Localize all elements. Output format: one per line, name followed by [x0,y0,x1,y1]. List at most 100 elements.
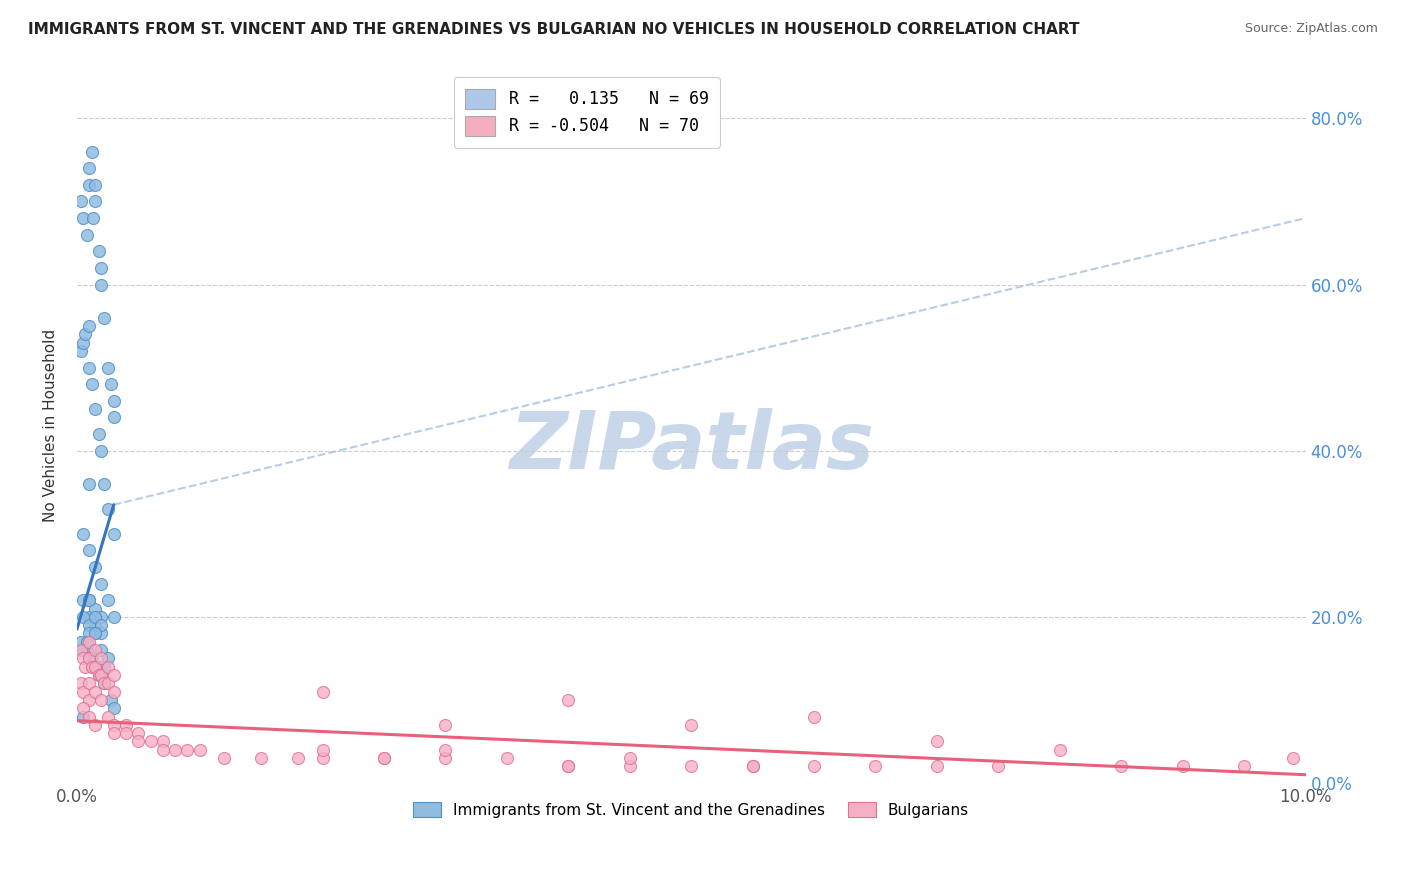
Point [176,743,198,757]
Point [72,709,94,723]
Point [77,360,100,375]
Point [90,668,112,682]
Point [84,618,107,632]
Point [90,651,112,665]
Point [619,759,641,773]
Point [103,701,125,715]
Point [741,759,763,773]
Point [80,659,103,673]
Point [72,593,94,607]
Point [100,377,122,392]
Point [82,211,104,225]
Point [925,759,948,773]
Point [287,751,309,765]
Point [77,477,100,491]
Point [84,178,107,192]
Point [93,676,115,690]
Point [69,635,91,649]
Point [69,643,91,657]
Point [90,668,112,682]
Point [90,277,112,292]
Point [72,643,94,657]
Point [188,743,211,757]
Point [97,593,120,607]
Point [100,693,122,707]
Point [373,751,395,765]
Text: IMMIGRANTS FROM ST. VINCENT AND THE GRENADINES VS BULGARIAN NO VEHICLES IN HOUSE: IMMIGRANTS FROM ST. VINCENT AND THE GREN… [28,22,1080,37]
Point [84,659,107,673]
Point [77,593,100,607]
Point [87,668,110,682]
Point [214,751,236,765]
Point [84,643,107,657]
Point [75,659,97,673]
Point [97,360,120,375]
Point [84,718,107,732]
Point [90,610,112,624]
Point [103,668,125,682]
Point [77,635,100,649]
Point [84,402,107,417]
Point [97,651,120,665]
Point [987,759,1010,773]
Point [72,335,94,350]
Point [127,726,149,740]
Point [77,651,100,665]
Point [115,726,138,740]
Point [103,393,125,408]
Point [103,726,125,740]
Point [103,610,125,624]
Point [557,693,579,707]
Point [76,635,98,649]
Point [80,145,103,159]
Point [72,651,94,665]
Point [72,211,94,225]
Point [90,618,112,632]
Point [77,693,100,707]
Point [77,178,100,192]
Point [97,676,120,690]
Text: ZIPatlas: ZIPatlas [509,409,873,486]
Point [77,543,100,558]
Point [1282,751,1305,765]
Point [77,593,100,607]
Point [77,610,100,624]
Point [103,718,125,732]
Point [84,626,107,640]
Point [93,477,115,491]
Point [77,709,100,723]
Point [250,751,273,765]
Point [103,526,125,541]
Point [373,751,395,765]
Point [84,610,107,624]
Point [1049,743,1071,757]
Point [139,734,162,748]
Point [69,344,91,359]
Point [115,718,138,732]
Point [311,684,333,698]
Point [77,618,100,632]
Point [75,327,97,342]
Point [925,734,948,748]
Point [87,244,110,259]
Point [97,709,120,723]
Point [93,310,115,325]
Point [90,626,112,640]
Point [741,759,763,773]
Point [97,659,120,673]
Point [434,743,457,757]
Point [72,610,94,624]
Point [103,410,125,425]
Point [311,743,333,757]
Point [1109,759,1132,773]
Point [865,759,887,773]
Y-axis label: No Vehicles in Household: No Vehicles in Household [44,329,58,523]
Point [87,427,110,442]
Point [681,718,703,732]
Point [84,194,107,209]
Point [84,684,107,698]
Point [619,751,641,765]
Point [87,659,110,673]
Point [84,601,107,615]
Point [152,734,174,748]
